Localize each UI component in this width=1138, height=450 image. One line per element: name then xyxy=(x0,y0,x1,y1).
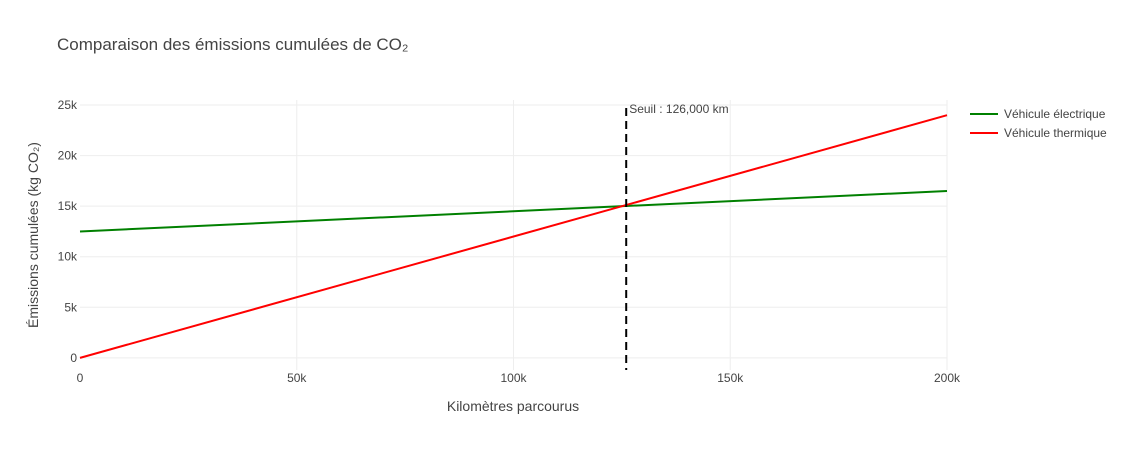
legend-item-1[interactable]: Véhicule électrique xyxy=(970,107,1106,121)
y-tick-label: 5k xyxy=(64,300,78,314)
tick-layer: 0 50k 100k 150k 200k 0 5k 10k 15k 20k 25k xyxy=(58,98,961,385)
legend[interactable]: Véhicule électrique Véhicule thermique xyxy=(970,107,1107,140)
series-line-2 xyxy=(79,114,948,359)
x-axis-label: Kilomètres parcourus xyxy=(447,398,579,414)
y-tick-label: 20k xyxy=(58,149,78,163)
y-tick-label: 0 xyxy=(70,351,77,365)
y-tick-label: 10k xyxy=(58,250,78,264)
x-tick-label: 200k xyxy=(934,371,961,385)
threshold-label: Seuil : 126,000 km xyxy=(629,102,728,116)
grid-layer xyxy=(80,100,948,370)
y-axis-label: Émissions cumulées (kg CO₂) xyxy=(25,142,41,328)
y-tick-label: 15k xyxy=(58,199,78,213)
x-tick-label: 50k xyxy=(287,371,307,385)
chart-title: Comparaison des émissions cumulées de CO… xyxy=(57,35,408,54)
x-tick-label: 0 xyxy=(77,371,84,385)
legend-label: Véhicule électrique xyxy=(1004,107,1106,121)
series-layer xyxy=(79,114,948,359)
x-tick-label: 150k xyxy=(717,371,744,385)
legend-item-2[interactable]: Véhicule thermique xyxy=(970,126,1107,140)
x-tick-label: 100k xyxy=(500,371,527,385)
legend-label: Véhicule thermique xyxy=(1004,126,1107,140)
annotation-layer: Seuil : 126,000 km xyxy=(625,102,729,370)
y-tick-label: 25k xyxy=(58,98,78,112)
series-line-1 xyxy=(79,190,948,233)
